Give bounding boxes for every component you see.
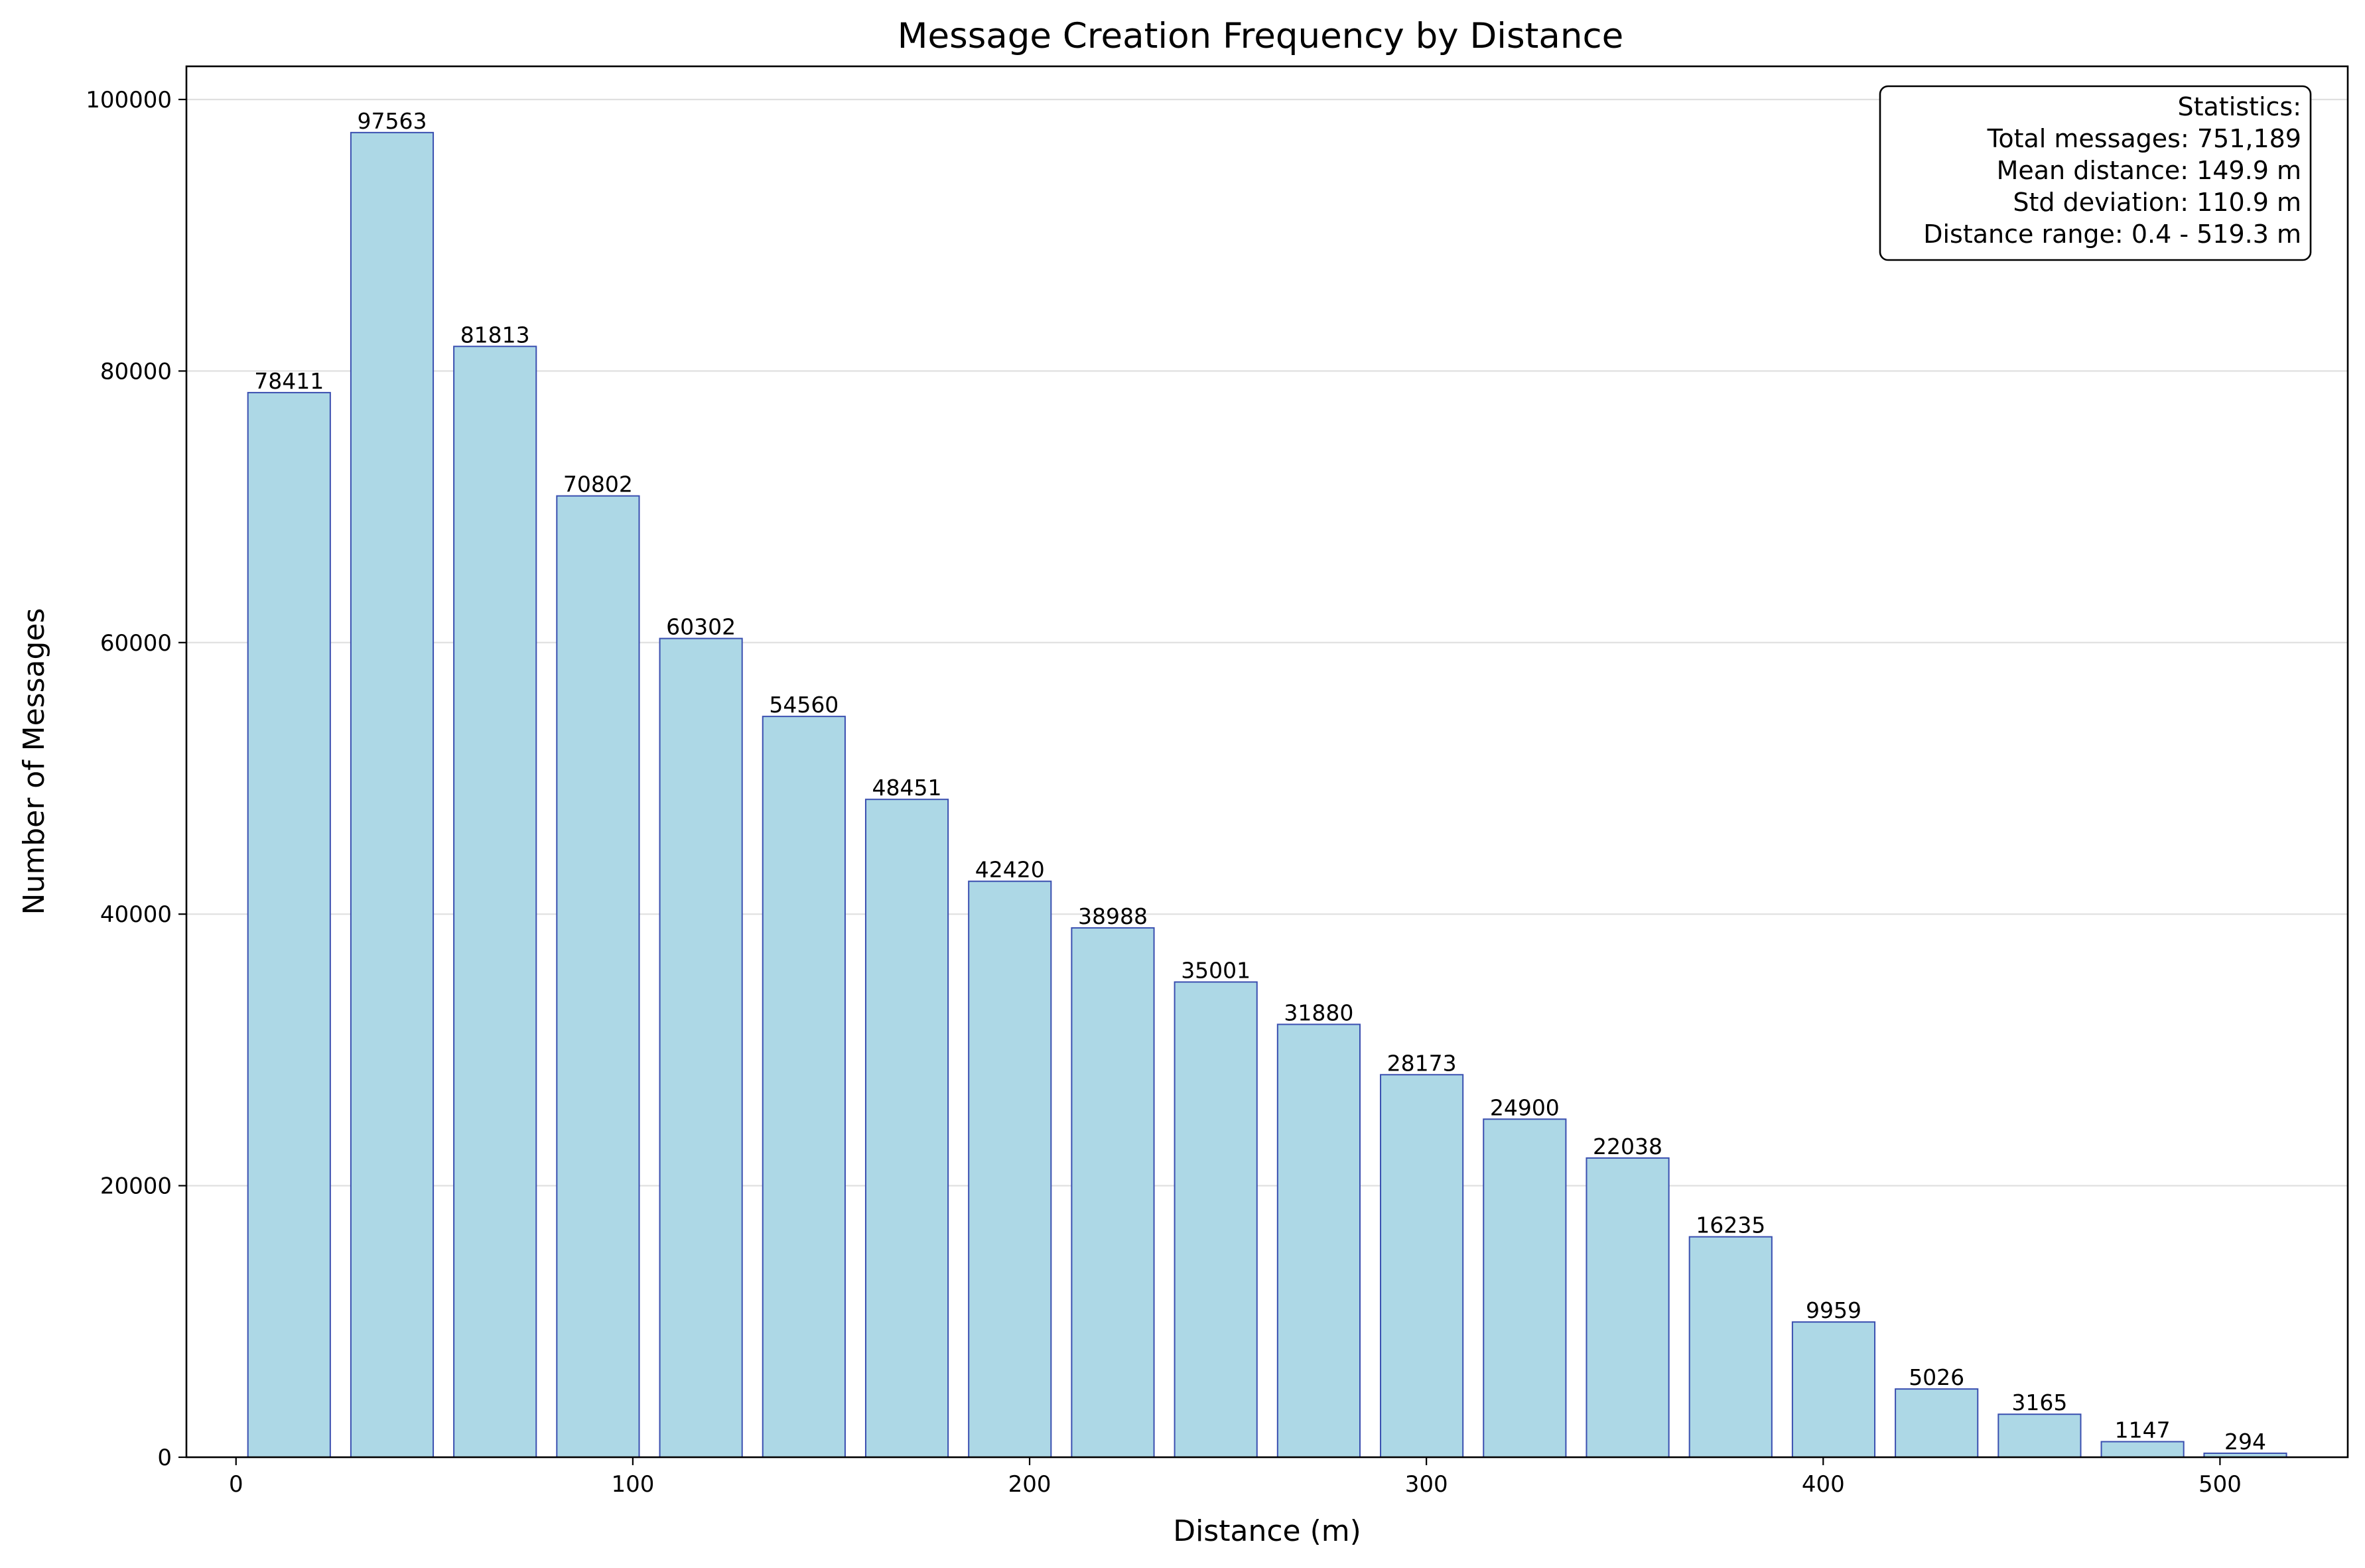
statistics-mean-distance: Mean distance: 149.9 m xyxy=(1997,156,2301,185)
bar xyxy=(1174,981,1258,1458)
bar-value-label: 31880 xyxy=(1284,1000,1353,1025)
y-axis-label: Number of Messages xyxy=(17,608,51,915)
bar xyxy=(1483,1118,1567,1459)
x-tick-label: 400 xyxy=(1802,1471,1845,1498)
bar-value-labels: 78411 97563 81813 70802 60302 54560 48451 42420… xyxy=(254,108,2266,1455)
grid-lines xyxy=(186,98,2348,1187)
bar xyxy=(659,637,743,1459)
bar-value-label: 294 xyxy=(2224,1429,2266,1455)
bar xyxy=(556,495,640,1459)
bar xyxy=(350,131,435,1458)
bar xyxy=(453,346,537,1459)
statistics-total-messages: Total messages: 751,189 xyxy=(1987,124,2301,153)
statistics-box: Statistics: Total messages: 751,189 Mean… xyxy=(1879,85,2312,261)
bar-value-label: 78411 xyxy=(254,368,324,394)
y-axis-ticks: 0 20000 40000 60000 80000 100000 xyxy=(86,87,186,1471)
bar xyxy=(1071,927,1155,1458)
x-axis-ticks: 0 100 200 300 400 500 xyxy=(229,1457,2242,1498)
statistics-heading: Statistics: xyxy=(2177,92,2301,121)
bar xyxy=(1276,1023,1361,1459)
bar-value-label: 1147 xyxy=(2115,1417,2171,1443)
bar xyxy=(247,391,331,1459)
x-tick-label: 300 xyxy=(1405,1471,1448,1498)
plot-frame xyxy=(185,65,2349,1459)
bar-value-label: 48451 xyxy=(872,775,942,801)
bar-value-label: 60302 xyxy=(666,614,736,640)
bar xyxy=(1688,1236,1773,1458)
y-tick-label: 40000 xyxy=(100,901,172,928)
bar xyxy=(762,716,846,1458)
bar-value-label: 38988 xyxy=(1078,903,1148,929)
bar xyxy=(2100,1441,2185,1458)
bar-value-label: 97563 xyxy=(357,108,427,134)
bar xyxy=(1997,1413,2082,1458)
bar xyxy=(1586,1157,1670,1459)
x-tick-label: 200 xyxy=(1008,1471,1051,1498)
y-tick-label: 80000 xyxy=(100,358,172,385)
y-tick-label: 100000 xyxy=(86,87,172,113)
bar-value-label: 28173 xyxy=(1387,1050,1457,1076)
chart-title: Message Creation Frequency by Distance xyxy=(898,16,1623,56)
bar-value-label: 54560 xyxy=(769,692,839,718)
bar xyxy=(1791,1321,1876,1459)
bar-value-label: 81813 xyxy=(460,322,530,348)
statistics-distance-range: Distance range: 0.4 - 519.3 m xyxy=(1923,220,2301,249)
bar-value-label: 35001 xyxy=(1181,958,1250,984)
x-tick-label: 500 xyxy=(2198,1471,2242,1498)
bar-value-label: 9959 xyxy=(1806,1297,1861,1323)
y-tick-label: 60000 xyxy=(100,630,172,657)
bar-value-label: 16235 xyxy=(1696,1212,1765,1238)
bar-value-label: 42420 xyxy=(975,857,1045,883)
bar-value-label: 5026 xyxy=(1909,1364,1964,1390)
bar xyxy=(968,880,1052,1458)
bar xyxy=(864,799,949,1458)
statistics-std-deviation: Std deviation: 110.9 m xyxy=(2013,188,2301,217)
bar xyxy=(1380,1074,1464,1458)
x-tick-label: 0 xyxy=(229,1471,243,1498)
x-axis-label: Distance (m) xyxy=(1173,1514,1361,1548)
statistics-box-frame xyxy=(1879,85,2312,261)
bars xyxy=(247,131,2287,1459)
bar-value-label: 24900 xyxy=(1490,1094,1560,1120)
bar-value-label: 22038 xyxy=(1593,1134,1662,1159)
y-tick-label: 20000 xyxy=(100,1173,172,1200)
bar-value-label: 3165 xyxy=(2011,1390,2067,1415)
y-tick-label: 0 xyxy=(157,1445,172,1471)
x-tick-label: 100 xyxy=(611,1471,654,1498)
bar-value-label: 70802 xyxy=(563,472,633,497)
bar xyxy=(1895,1388,1979,1459)
